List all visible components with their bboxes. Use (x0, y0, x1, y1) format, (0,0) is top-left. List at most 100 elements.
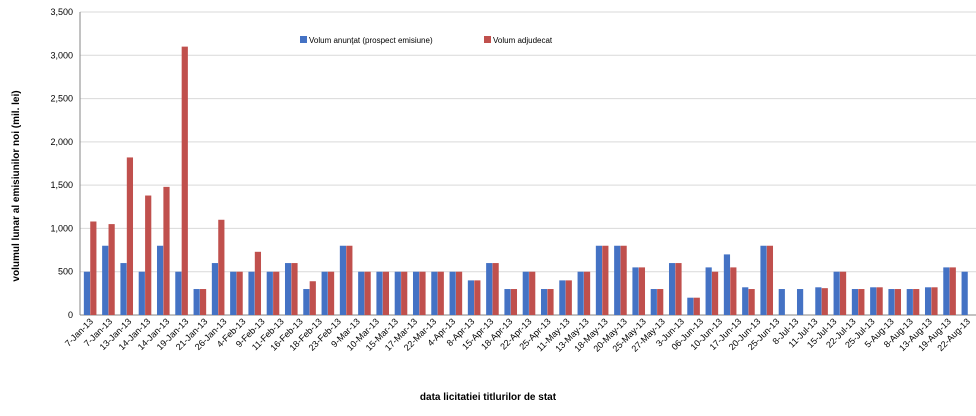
y-tick-label: 2,500 (50, 94, 73, 104)
bar-awarded (657, 289, 664, 315)
bar-awarded (273, 271, 280, 315)
bar-awarded (401, 271, 408, 315)
y-tick-label: 3,500 (50, 7, 73, 17)
bar-announced (83, 271, 91, 315)
bar-awarded (474, 280, 481, 315)
bar-announced (833, 271, 840, 315)
bar-awarded (547, 289, 554, 315)
bars (83, 46, 968, 315)
bar-announced (906, 289, 913, 315)
x-axis-title: data licitatiei titlurilor de stat (420, 392, 557, 403)
bar-announced (339, 245, 347, 315)
bar-announced (193, 289, 200, 315)
bar-announced (230, 271, 237, 315)
bar-announced (705, 267, 712, 315)
bar-announced (394, 271, 401, 315)
bar-announced (888, 289, 895, 315)
bar-awarded (583, 271, 591, 315)
bar-awarded (913, 289, 920, 315)
y-tick-label: 2,000 (50, 137, 73, 147)
bar-announced (815, 287, 822, 315)
legend-label: Volum anunţat (prospect emisiune) (309, 36, 433, 45)
bar-announced (614, 245, 621, 315)
bar-announced (870, 287, 877, 315)
bar-awarded (510, 289, 518, 315)
bar-announced (796, 289, 804, 315)
bar-announced (376, 271, 383, 315)
bar-awarded (931, 287, 938, 315)
bar-awarded (199, 289, 207, 315)
bar-awarded (620, 245, 627, 315)
y-tick-label: 0 (68, 310, 73, 320)
gridlines (80, 11, 976, 316)
bar-announced (504, 289, 511, 315)
bar-announced (522, 271, 529, 315)
bar-awarded (675, 263, 682, 315)
bar-awarded (638, 267, 646, 315)
bar-announced (723, 254, 731, 315)
bar-awarded (163, 186, 170, 315)
bar-announced (120, 263, 127, 315)
bar-announced (266, 271, 273, 315)
bar-awarded (602, 245, 609, 315)
bar-awarded (126, 157, 134, 315)
bar-announced (412, 271, 420, 315)
bar-announced (284, 263, 292, 315)
y-tick-label: 500 (58, 267, 73, 277)
bar-awarded (492, 263, 499, 315)
bar-awarded (529, 271, 536, 315)
y-tick-label: 1,500 (50, 180, 73, 190)
bar-awarded (145, 195, 152, 315)
bar-awarded (894, 289, 902, 315)
bar-announced (486, 263, 493, 315)
bar-announced (358, 271, 365, 315)
bar-announced (211, 263, 219, 315)
bar-awarded (748, 289, 755, 315)
bar-awarded (90, 221, 97, 315)
bar-announced (650, 289, 657, 315)
legend-label: Volum adjudecat (493, 36, 553, 45)
bar-awarded (108, 224, 115, 315)
bar-awarded (346, 245, 353, 315)
bar-announced (102, 245, 109, 315)
y-axis-title: volumul lunar al emisiunilor noi (mil. l… (11, 90, 22, 281)
legend-swatch (484, 36, 491, 43)
bar-announced (175, 271, 182, 315)
bar-awarded (437, 271, 444, 315)
bar-announced (156, 245, 164, 315)
bar-announced (321, 271, 328, 315)
bar-announced (138, 271, 145, 315)
bar-awarded (711, 271, 719, 315)
bar-awarded (766, 245, 774, 315)
bar-announced (303, 289, 310, 315)
bar-awarded (858, 289, 865, 315)
y-tick-label: 3,000 (50, 50, 73, 60)
bar-awarded (419, 271, 426, 315)
bar-announced (943, 267, 950, 315)
y-tick-label: 1,000 (50, 223, 73, 233)
bar-announced (559, 280, 566, 315)
bar-announced (687, 297, 694, 315)
bar-awarded (291, 263, 298, 315)
bar-awarded (693, 297, 700, 315)
bar-awarded (218, 219, 225, 315)
bar-awarded (949, 267, 956, 315)
bar-announced (540, 289, 548, 315)
bar-announced (449, 271, 456, 315)
bar-awarded (236, 271, 243, 315)
bar-announced (742, 287, 749, 315)
bar-awarded (730, 267, 737, 315)
bar-announced (431, 271, 438, 315)
bar-announced (595, 245, 603, 315)
bar-announced (248, 271, 255, 315)
bar-awarded (364, 271, 371, 315)
legend: Volum anunţat (prospect emisiune) Volum a… (300, 36, 553, 45)
bar-announced (760, 245, 767, 315)
bar-announced (577, 271, 584, 315)
bar-awarded (821, 288, 828, 315)
bar-awarded (876, 287, 883, 315)
bar-announced (778, 289, 785, 315)
bar-awarded (181, 46, 188, 315)
